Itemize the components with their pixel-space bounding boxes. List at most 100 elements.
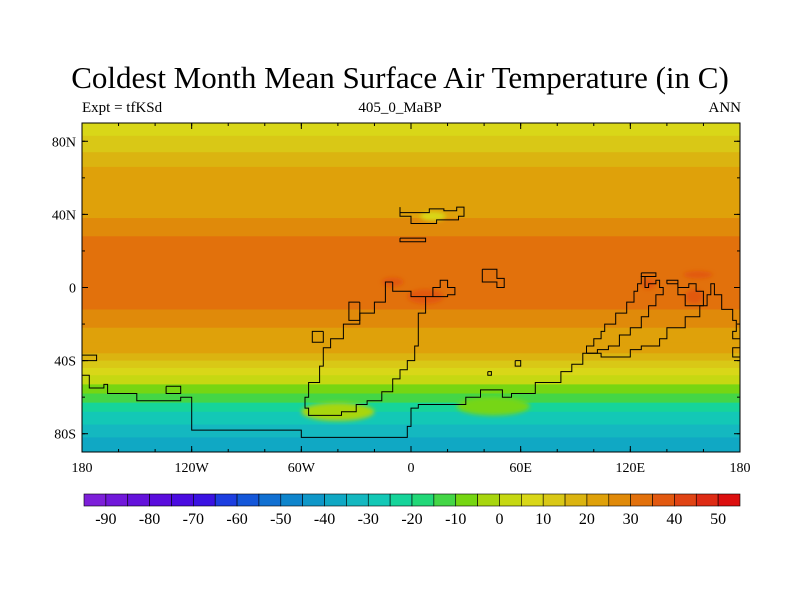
colorbar-swatch-16 (433, 493, 457, 507)
colorbar-swatch-29 (717, 493, 741, 507)
colorbar-swatch-11 (324, 493, 347, 507)
colorbar-swatch-17 (455, 493, 478, 507)
colorbar-swatch-10 (302, 493, 325, 507)
colorbar-swatch-15 (411, 493, 435, 507)
x-tick-label: 0 (408, 461, 415, 476)
temperature-band-8 (82, 327, 740, 343)
colorbar-swatch-13 (367, 493, 391, 507)
colorbar-swatch-9 (280, 493, 303, 507)
coastline-0 (399, 206, 465, 224)
coastline-13 (666, 279, 704, 307)
y-tick-label: 80N (52, 135, 76, 150)
colorbar-swatch-8 (258, 493, 282, 507)
x-axis: 180 120W 60W 0 60E 120E 180 (72, 123, 751, 476)
colorbar-label: 40 (666, 511, 682, 528)
chart-title: Coldest Month Mean Surface Air Temperatu… (71, 60, 729, 95)
colorbar-swatch-12 (346, 493, 369, 507)
x-tick-label: 60W (288, 461, 316, 476)
colorbar-swatch-22 (564, 493, 588, 507)
coastline-1 (399, 237, 427, 243)
coastline-6 (514, 360, 522, 367)
colorbar-swatch-6 (214, 493, 238, 507)
hotspot-3 (683, 271, 713, 279)
colorbar-label: -90 (95, 511, 116, 528)
colorbar-swatch-24 (608, 493, 631, 507)
period-label: 405_0_MaBP (358, 100, 442, 116)
coastline-12 (586, 276, 664, 354)
x-tick-label: 180 (72, 461, 93, 476)
coastline-8 (82, 354, 98, 362)
temperature-band-4 (82, 186, 740, 219)
x-tick-label: 180 (730, 461, 751, 476)
x-tick-label: 120W (175, 461, 210, 476)
hotspot-4 (685, 289, 704, 304)
colorbar-label: -40 (314, 511, 335, 528)
colorbar-swatch-18 (477, 493, 500, 507)
colorbar-swatch-7 (236, 493, 260, 507)
colorbar-swatch-20 (521, 493, 544, 507)
coastline-3 (348, 301, 361, 321)
temperature-band-2 (82, 152, 740, 168)
coastline-11 (732, 347, 740, 358)
temperature-band-14 (82, 384, 740, 395)
temperature-bands (82, 123, 740, 452)
y-axis: 80N 40N 0 40S 80S (52, 135, 740, 443)
colorbar-swatch-27 (674, 493, 697, 507)
hotspot-5 (420, 211, 446, 221)
colorbar-swatch-1 (105, 493, 129, 507)
y-tick-label: 0 (69, 282, 76, 297)
colorbar-swatch-26 (652, 493, 675, 507)
hotspot-7 (456, 397, 530, 416)
coastline-4 (311, 330, 324, 343)
temperature-band-15 (82, 393, 740, 404)
colorbar (83, 493, 741, 507)
colorbar-label: -60 (226, 511, 247, 528)
colorbar-label: -30 (358, 511, 379, 528)
colorbar-swatch-3 (149, 493, 172, 507)
y-tick-label: 80S (54, 428, 76, 443)
y-tick-label: 40N (52, 208, 76, 223)
colorbar-swatch-5 (193, 493, 216, 507)
colorbar-label: 30 (623, 511, 639, 528)
colorbar-swatch-28 (695, 493, 719, 507)
coastline-9 (165, 385, 182, 394)
colorbar-swatch-23 (586, 493, 610, 507)
coastlines (82, 206, 740, 438)
colorbar-swatch-14 (389, 493, 413, 507)
season-label: ANN (708, 100, 742, 116)
hotspot-6 (301, 402, 375, 421)
temperature-hotspots (301, 211, 713, 421)
experiment-label: Expt = tfKSd (82, 100, 163, 116)
colorbar-swatch-0 (83, 493, 107, 507)
coastline-2 (304, 279, 456, 416)
temperature-band-19 (82, 437, 740, 452)
colorbar-label: 20 (579, 511, 595, 528)
temperature-band-0 (82, 123, 740, 137)
coastline-10 (82, 283, 740, 438)
colorbar-labels: -90 -80 -70 -60 -50 -40 -30 -20 -10 0 10 20 30 40 50 (95, 511, 726, 528)
temperature-band-3 (82, 166, 740, 188)
colorbar-swatch-19 (499, 493, 522, 507)
temperature-band-7 (82, 309, 740, 329)
temperature-band-12 (82, 367, 740, 376)
coastline-5 (481, 268, 505, 288)
temperature-band-11 (82, 360, 740, 369)
temperature-band-16 (82, 402, 740, 413)
colorbar-label: 10 (535, 511, 551, 528)
coastline-14 (640, 272, 657, 277)
y-tick-label: 40S (54, 355, 76, 370)
colorbar-swatch-4 (171, 493, 194, 507)
colorbar-swatch-2 (127, 493, 150, 507)
colorbar-label: -10 (445, 511, 466, 528)
colorbar-label: -80 (139, 511, 160, 528)
x-tick-label: 60E (509, 461, 532, 476)
colorbar-swatch-25 (630, 493, 653, 507)
temperature-band-9 (82, 342, 740, 354)
temperature-band-10 (82, 353, 740, 362)
colorbar-label: -70 (183, 511, 204, 528)
x-tick-label: 120E (616, 461, 646, 476)
temperature-band-1 (82, 135, 740, 153)
colorbar-label: 0 (495, 511, 503, 528)
temperature-band-18 (82, 424, 740, 438)
